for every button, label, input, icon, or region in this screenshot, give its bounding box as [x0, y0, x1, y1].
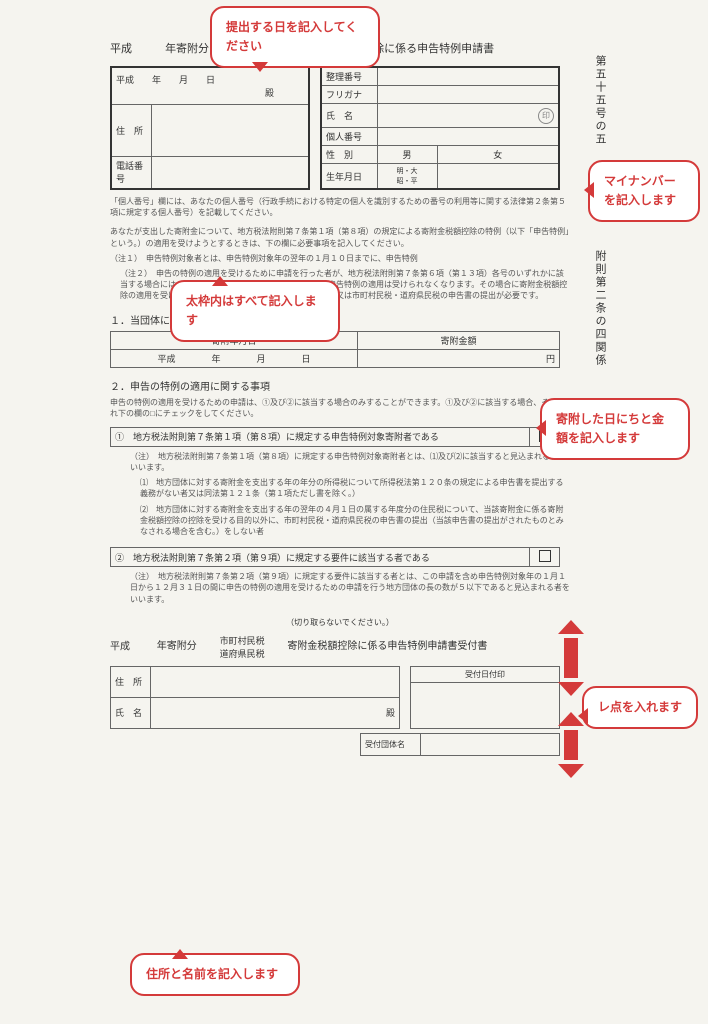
dob-field[interactable] [437, 164, 559, 190]
name-label: 氏 名 [321, 104, 377, 128]
addr-field[interactable] [151, 104, 309, 156]
sex-female[interactable]: 女 [437, 146, 559, 164]
checkbox-2[interactable] [539, 550, 551, 562]
title-mid: 年寄附分 [165, 43, 209, 55]
section2-intro: 申告の特例の適用を受けるための申請は、①及び②に該当する場合のみすることができま… [110, 397, 570, 419]
furigana-label: フリガナ [321, 86, 377, 104]
receipt-stamp-area [411, 682, 560, 728]
tel-label: 電話番号 [111, 156, 151, 189]
check1-text: ① 地方税法附則第７条第１項（第８項）に規定する申告特例対象寄附者である [111, 427, 530, 446]
name-field[interactable]: 印 [377, 104, 559, 128]
date-line: 平成 年 月 日 [116, 75, 215, 85]
form-page: 平成 年寄附分 控除に係る申告特例申請書 平成 年 月 日 殿 住 所 電話番号… [110, 40, 570, 756]
receipt-right: 寄附金税額控除に係る申告特例申請書受付書 [287, 641, 487, 652]
callout-donation: 寄附した日にちと金額を記入します [540, 398, 690, 460]
form-number-vertical: 第五十五号の五 [592, 55, 608, 146]
check1-note-head: （注） 地方税法附則第７条第１項（第８項）に規定する申告特例対象寄附者とは、⑴及… [110, 451, 570, 473]
check-table-2: ② 地方税法附則第７条第２項（第９項）に規定する要件に該当する者である [110, 547, 560, 567]
date-cell[interactable]: 平成 年 月 日 殿 [111, 67, 309, 104]
receipt-tax: 市町村民税 道府県民税 [220, 634, 265, 660]
receipt-date-label: 受付日付印 [411, 666, 560, 682]
form-ref-vertical: 附則第二条の四関係 [592, 250, 608, 367]
receipt-left: 住 所 氏 名 殿 [110, 666, 400, 729]
body-paragraph: あなたが支出した寄附金について、地方税法附則第７条第１項（第８項）の規定による寄… [110, 226, 570, 248]
section2-heading: ２．申告の特例の適用に関する事項 [110, 378, 570, 393]
applicant-box: 平成 年 月 日 殿 住 所 電話番号 [110, 66, 310, 190]
title-right: 控除に係る申告特例申請書 [362, 43, 494, 55]
kojin-field[interactable] [377, 128, 559, 146]
sex-male[interactable]: 男 [377, 146, 437, 164]
era-label: 平成 [110, 43, 132, 55]
arrow-up-icon [564, 638, 578, 678]
note-1: （注１） 申告特例対象者とは、申告特例対象年の翌年の１月１０日までに、申告特例 [110, 253, 570, 264]
sex-label: 性 別 [321, 146, 377, 164]
arrow-down-icon [564, 730, 578, 760]
receipt-boxes: 住 所 氏 名 殿 受付日付印 [110, 666, 570, 729]
receipt-name-label: 氏 名 [111, 697, 151, 728]
personal-info-box: 整理番号 フリガナ 氏 名 印 個人番号 性 別 男 女 生年月日 明・大 昭・平 [320, 66, 560, 190]
callout-check: レ点を入れます [582, 686, 698, 729]
addr-label: 住 所 [111, 104, 151, 156]
seal-icon: 印 [538, 108, 554, 124]
callout-submit-date: 提出する日を記入してください [210, 6, 380, 68]
callout-mynumber: マイナンバーを記入します [588, 160, 700, 222]
col-amount: 寄附金額 [357, 331, 559, 349]
seiri-field[interactable] [377, 67, 559, 86]
addressee: 殿 [265, 86, 274, 99]
check2-text: ② 地方税法附則第７条第２項（第９項）に規定する要件に該当する者である [111, 548, 530, 567]
cut-line-text: （切り取らないでください。） [110, 617, 570, 628]
receipt-title-row: 平成 年寄附分 市町村民税 道府県民税 寄附金税額控除に係る申告特例申請書受付書 [110, 634, 570, 660]
callout-addr-name: 住所と名前を記入します [130, 953, 300, 996]
furigana-field[interactable] [377, 86, 559, 104]
dob-label: 生年月日 [321, 164, 377, 190]
kojin-note: 「個人番号」欄には、あなたの個人番号（行政手続における特定の個人を識別するための… [110, 196, 570, 218]
tel-field[interactable] [151, 156, 309, 189]
receipt-org-field[interactable] [421, 733, 560, 755]
receipt-name-field[interactable]: 殿 [151, 697, 400, 728]
receipt-org-label: 受付団体名 [361, 733, 421, 755]
receipt-era: 平成 [110, 641, 130, 652]
receipt-org-box: 受付団体名 [360, 733, 560, 756]
upper-boxes: 平成 年 月 日 殿 住 所 電話番号 整理番号 フリガナ 氏 名 印 個人番号 … [110, 66, 570, 190]
check2-note: （注） 地方税法附則第７条第２項（第９項）に規定する要件に該当する者とは、この申… [110, 571, 570, 605]
check1-note-1: ⑴ 地方団体に対する寄附金を支出する年の年分の所得税について所得税法第１２０条の… [110, 477, 570, 499]
receipt-right-box: 受付日付印 [410, 666, 560, 729]
receipt-mid: 年寄附分 [157, 641, 197, 652]
seiri-label: 整理番号 [321, 67, 377, 86]
receipt-addr-field[interactable] [151, 666, 400, 697]
donation-amount-field[interactable]: 円 [357, 349, 559, 367]
era-options[interactable]: 明・大 昭・平 [377, 164, 437, 190]
receipt-addr-label: 住 所 [111, 666, 151, 697]
check2-box-cell [530, 548, 560, 567]
check-table-1: ① 地方税法附則第７条第１項（第８項）に規定する申告特例対象寄附者である [110, 427, 560, 447]
kojin-label: 個人番号 [321, 128, 377, 146]
callout-thick-frame: 太枠内はすべて記入します [170, 280, 340, 342]
donation-date-field[interactable]: 平成 年 月 日 [111, 349, 358, 367]
check1-note-2: ⑵ 地方団体に対する寄附金を支出する年の翌年の４月１日の属する年度分の住民税につ… [110, 504, 570, 538]
receipt-to: 殿 [386, 708, 395, 718]
